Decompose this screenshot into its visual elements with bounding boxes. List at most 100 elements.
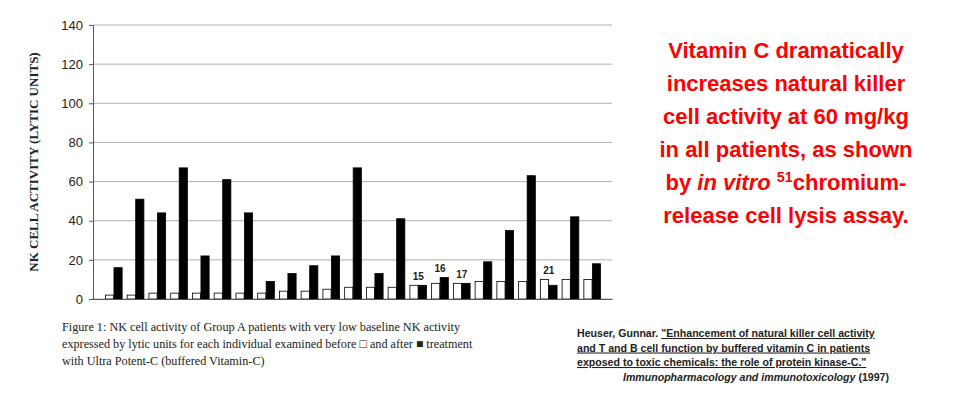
citation-line: Heuser, Gunnar. "Enhancement of natural … xyxy=(577,327,875,339)
y-tick-label: 140 xyxy=(61,18,83,33)
text-segment: Immunopharmacology and immunotoxicology xyxy=(623,371,857,383)
bar xyxy=(114,268,122,299)
annotation-line: release cell lysis assay. xyxy=(663,203,908,228)
text-segment: and T and B cell function by buffered vi… xyxy=(577,342,870,354)
bar xyxy=(497,281,505,299)
y-tick-mark xyxy=(89,64,93,65)
bar xyxy=(301,291,309,299)
y-tick-mark xyxy=(89,142,93,143)
grid-line xyxy=(93,64,612,65)
category-labels: 15 16 17 21 xyxy=(413,263,555,282)
bar xyxy=(440,277,448,299)
bar xyxy=(453,283,461,299)
bar xyxy=(519,281,527,299)
y-tick-mark xyxy=(89,25,93,26)
annotation-line: cell activity at 60 mg/kg xyxy=(663,104,909,129)
bar xyxy=(310,266,318,299)
bar xyxy=(192,293,200,299)
y-tick: 100 xyxy=(61,96,93,111)
bar xyxy=(258,293,266,299)
bar xyxy=(288,274,296,299)
text-segment: by xyxy=(666,170,698,195)
x-axis-line xyxy=(94,299,613,300)
y-tick: 80 xyxy=(69,135,93,150)
bar xyxy=(236,293,244,299)
y-tick: 40 xyxy=(69,213,93,228)
bar xyxy=(527,176,535,299)
bar xyxy=(562,279,570,299)
bar xyxy=(149,293,157,299)
y-axis-line xyxy=(89,26,94,300)
bar xyxy=(214,293,222,299)
category-label: 15 xyxy=(413,271,425,282)
citation-line: and T and B cell function by buffered vi… xyxy=(577,342,870,354)
bar xyxy=(462,283,470,299)
citation-line: exposed to toxic chemicals: the role of … xyxy=(577,356,866,368)
bar-series xyxy=(114,168,601,299)
annotation: Vitamin C dramatically increases natural … xyxy=(659,38,912,228)
y-tick-label: 0 xyxy=(76,292,83,307)
bars xyxy=(105,168,600,299)
y-tick-label: 20 xyxy=(69,253,83,268)
bar xyxy=(484,262,492,299)
y-tick-mark xyxy=(89,221,93,222)
bar xyxy=(432,283,440,299)
y-tick-label: 60 xyxy=(69,174,83,189)
bar-series xyxy=(105,279,592,299)
y-tick-label: 100 xyxy=(61,96,83,111)
bar xyxy=(179,168,187,299)
x-axis xyxy=(94,299,613,300)
caption-line: Figure 1: NK cell activity of Group A pa… xyxy=(62,320,461,334)
bar xyxy=(418,285,426,299)
category-label: 16 xyxy=(434,263,446,274)
y-tick: 120 xyxy=(61,57,93,72)
text-segment: 51 xyxy=(777,169,793,185)
y-tick-label: 40 xyxy=(69,213,83,228)
bar xyxy=(475,281,483,299)
y-axis: 0 20 40 60 80 100 120 140 xyxy=(61,18,93,307)
annotation-line: Vitamin C dramatically xyxy=(668,38,904,63)
bar xyxy=(279,291,287,299)
bar xyxy=(592,264,600,299)
chart: 0 20 40 60 80 100 120 140 NK CELL ACTIVITY (LYTI… xyxy=(0,0,966,398)
bar xyxy=(388,287,396,299)
bar xyxy=(549,285,557,299)
citation-line: Immunopharmacology and immunotoxicology … xyxy=(623,371,889,383)
bar xyxy=(397,219,405,299)
text-segment: (1997) xyxy=(855,371,889,383)
bar xyxy=(353,168,361,299)
citation: Heuser, Gunnar. "Enhancement of natural … xyxy=(577,327,889,383)
text-segment: in vitro xyxy=(697,170,770,195)
y-tick-mark xyxy=(89,299,93,300)
y-tick-mark xyxy=(89,103,93,104)
annotation-line: increases natural killer xyxy=(667,71,906,96)
y-tick: 60 xyxy=(69,174,93,189)
y-tick-mark xyxy=(89,260,93,261)
category-label: 21 xyxy=(543,265,555,276)
y-tick: 0 xyxy=(76,292,93,307)
annotation-line: in all patients, as shown xyxy=(659,137,912,162)
bar xyxy=(136,199,144,299)
bar xyxy=(127,295,135,299)
bar xyxy=(323,289,331,299)
y-axis-title: NK CELL ACTIVITY (LYTIC UNITS) xyxy=(26,52,41,271)
text-segment: "Enhancement of natural killer cell acti… xyxy=(661,327,875,339)
bar xyxy=(331,256,339,299)
y-tick-label: 120 xyxy=(61,57,83,72)
y-tick: 140 xyxy=(61,18,93,33)
bar xyxy=(540,279,548,299)
text-segment: exposed to toxic chemicals: the role of … xyxy=(577,356,866,368)
bar xyxy=(571,217,579,299)
y-tick: 20 xyxy=(69,253,93,268)
caption-line: expressed by lytic units for each indivi… xyxy=(62,337,473,351)
bar xyxy=(584,279,592,299)
bar xyxy=(366,287,374,299)
annotation-line: by in vitro 51chromium- xyxy=(666,169,907,195)
bar xyxy=(105,295,113,299)
bar xyxy=(266,281,274,299)
caption-line: with Ultra Potent-C (buffered Vitamin-C) xyxy=(62,354,265,368)
category-label: 17 xyxy=(456,269,468,280)
bar xyxy=(244,213,252,299)
y-tick-mark xyxy=(89,182,93,183)
y-tick-label: 80 xyxy=(69,135,83,150)
